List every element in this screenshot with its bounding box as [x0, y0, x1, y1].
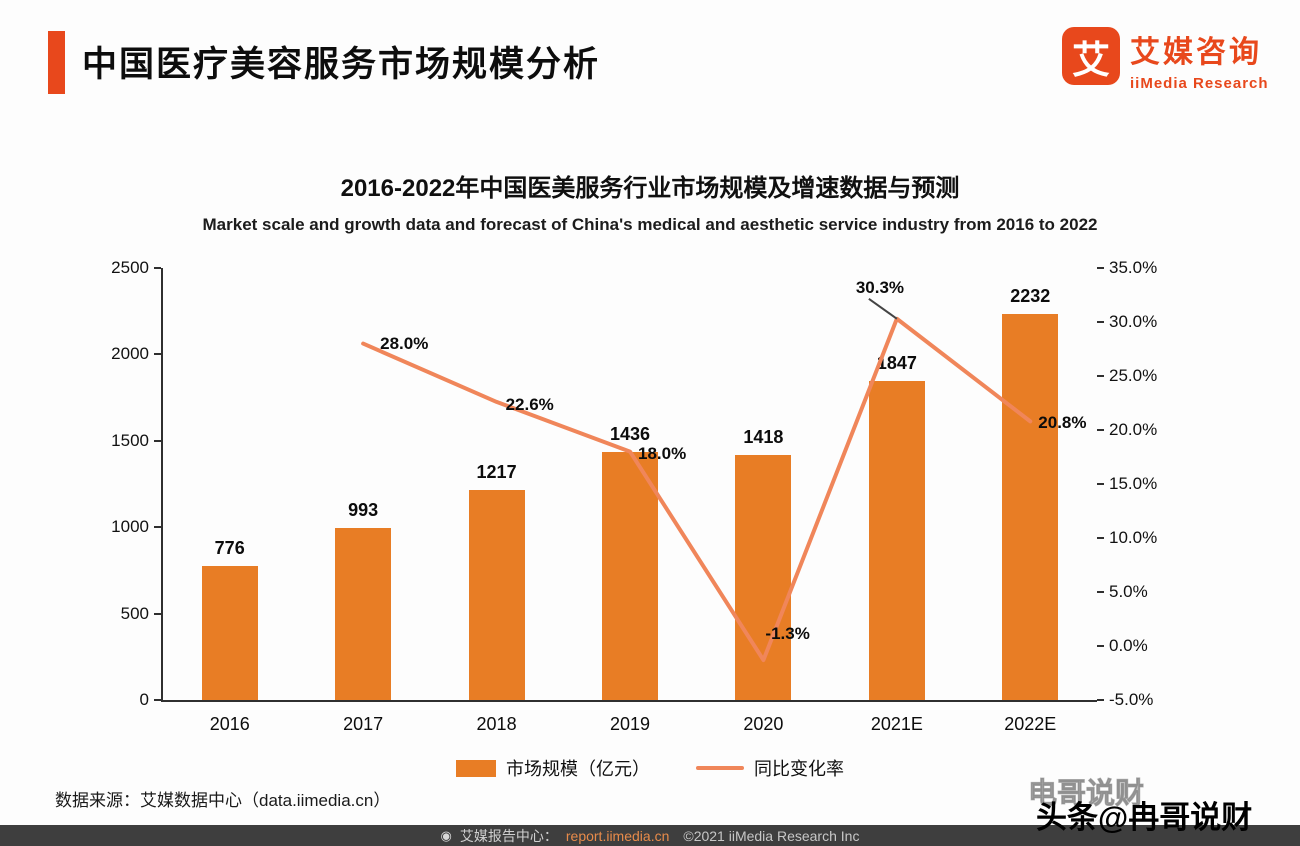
right-axis-tick	[1097, 267, 1104, 269]
right-axis-tick-label: 10.0%	[1109, 528, 1158, 547]
report-center-label: 艾媒报告中心：	[459, 827, 558, 844]
bar-value-label: 993	[348, 500, 379, 521]
bar-2019	[602, 451, 658, 700]
bar-value-label: 1217	[476, 461, 517, 482]
left-axis-tick	[154, 267, 161, 269]
left-axis-tick-label: 1500	[111, 430, 149, 450]
chart-title-en: Market scale and growth data and forecas…	[202, 215, 1098, 234]
iimedia-logo-icon: 艾	[1062, 27, 1120, 85]
legend-item-growth-rate: 同比变化率	[696, 755, 844, 781]
iimedia-logo-text: 艾媒咨询 iiMedia Research	[1130, 27, 1269, 92]
bar-value-label: 1418	[743, 426, 784, 447]
bar-2022E	[1002, 314, 1059, 700]
growth-point-label: 20.8%	[1038, 413, 1087, 433]
chart-title-cn: 2016-2022年中国医美服务行业市场规模及增速数据与预测	[340, 175, 960, 202]
growth-point-label: 30.3%	[855, 277, 905, 297]
title-accent-bar	[48, 31, 65, 94]
footer-bar: ◉ 艾媒报告中心： report.iimedia.cn ©2021 iiMedi…	[0, 825, 1300, 846]
left-axis-tick-label: 2000	[111, 344, 149, 364]
right-axis-tick	[1097, 321, 1104, 323]
bar-2017	[335, 528, 392, 700]
legend-item-market-scale: 市场规模（亿元）	[456, 755, 650, 781]
iimedia-logo: 艾 艾媒咨询 iiMedia Research	[1062, 27, 1269, 92]
right-axis-tick	[1097, 375, 1104, 377]
legend-bar-swatch	[456, 759, 496, 777]
x-axis-label: 2016	[209, 714, 250, 734]
x-axis-label: 2022E	[1004, 714, 1057, 734]
bar-2018	[468, 489, 525, 700]
watermark-ghost: 电哥说财	[1027, 778, 1145, 811]
watermark-main: 头条@冉哥说财	[1036, 800, 1253, 835]
bar-value-label: 2232	[1010, 286, 1051, 307]
x-axis-line	[161, 700, 1097, 702]
right-axis-tick-label: 5.0%	[1109, 582, 1148, 601]
bar-2021E	[868, 380, 925, 700]
legend-bar-label: 市场规模（亿元）	[506, 759, 650, 779]
right-axis-tick	[1097, 591, 1104, 593]
legend-line-swatch	[696, 766, 744, 770]
right-axis-tick	[1097, 645, 1104, 647]
right-axis-tick	[1097, 699, 1104, 701]
growth-point-label: 18.0%	[638, 443, 687, 463]
right-axis-tick-label: 30.0%	[1109, 312, 1158, 331]
report-center-icon: ◉	[440, 827, 452, 843]
bar-2020	[735, 454, 792, 700]
page-title: 中国医疗美容服务市场规模分析	[82, 45, 601, 84]
left-axis-tick	[154, 612, 161, 615]
left-axis-tick	[154, 699, 161, 701]
x-axis-label: 2021E	[870, 714, 923, 734]
x-axis-label: 2017	[343, 714, 384, 734]
data-source: 数据来源：艾媒数据中心（data.iimedia.cn）	[55, 791, 391, 810]
logo-brand-en: iiMedia Research	[1130, 75, 1269, 92]
right-axis-tick	[1097, 429, 1104, 431]
legend-line-label: 同比变化率	[754, 759, 844, 779]
chart-legend: 市场规模（亿元） 同比变化率	[0, 755, 1300, 781]
x-axis-label: 2018	[476, 714, 517, 734]
right-axis-tick-label: -5.0%	[1109, 690, 1154, 709]
bar-value-label: 1847	[876, 352, 917, 373]
growth-point-label: 28.0%	[380, 333, 429, 353]
bar-value-label: 776	[214, 537, 245, 558]
left-axis-tick	[154, 526, 161, 529]
x-axis-label: 2019	[609, 714, 651, 734]
growth-point-label: 22.6%	[505, 394, 554, 414]
left-axis-tick	[154, 439, 161, 442]
logo-brand-cn: 艾媒咨询	[1130, 36, 1262, 69]
peak-annotation-line	[868, 297, 898, 320]
right-axis-tick-label: 20.0%	[1109, 420, 1158, 439]
left-axis-tick-label: 500	[120, 603, 149, 623]
left-axis-tick	[154, 353, 161, 356]
right-axis-tick	[1097, 537, 1104, 539]
left-axis-tick-label: 2500	[111, 258, 149, 277]
right-axis-tick-label: 0.0%	[1109, 636, 1148, 655]
footer-copyright: ©2021 iiMedia Research Inc	[683, 827, 860, 844]
left-axis-tick-label: 1000	[111, 517, 149, 537]
bar-value-label: 1436	[609, 423, 651, 444]
report-center-url[interactable]: report.iimedia.cn	[565, 827, 670, 844]
y-axis-line	[161, 268, 163, 702]
bar-2016	[201, 565, 258, 700]
right-axis-tick-label: 25.0%	[1109, 366, 1158, 385]
left-axis-tick-label: 0	[139, 690, 149, 709]
growth-point-label: -1.3%	[765, 624, 810, 644]
right-axis-tick-label: 15.0%	[1109, 474, 1158, 493]
x-axis-label: 2020	[743, 714, 784, 734]
right-axis-tick-label: 35.0%	[1109, 258, 1158, 277]
right-axis-tick	[1097, 483, 1104, 485]
